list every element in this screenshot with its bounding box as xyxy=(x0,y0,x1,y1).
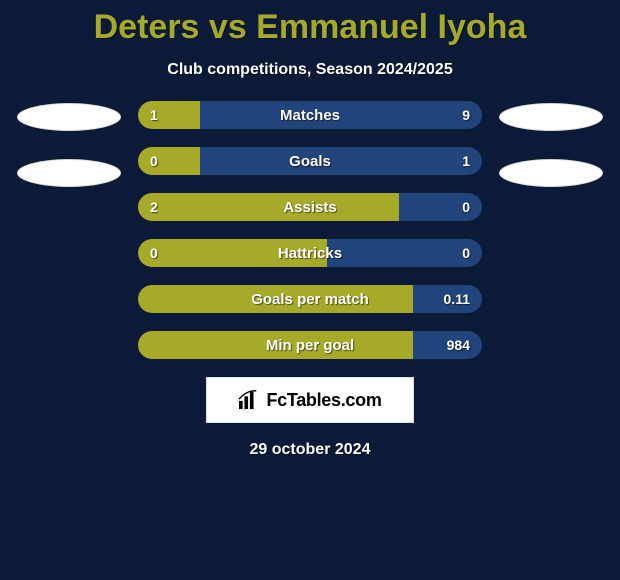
stat-row: Goals0 1 xyxy=(138,147,482,175)
stat-row: Assists2 0 xyxy=(138,193,482,221)
player-left-ellipse-icon xyxy=(17,103,121,131)
stat-value-left: 0 xyxy=(150,239,158,267)
stat-value-right: 0 xyxy=(462,239,470,267)
bar-chart-icon xyxy=(238,390,260,410)
stat-row: Goals per match0.11 xyxy=(138,285,482,313)
player-left-markers xyxy=(14,101,124,187)
stat-value-right: 0 xyxy=(462,193,470,221)
page-title: Deters vs Emmanuel Iyoha xyxy=(94,8,527,47)
player-right-markers xyxy=(496,101,606,187)
fctables-logo: FcTables.com xyxy=(206,377,414,423)
season-subtitle: Club competitions, Season 2024/2025 xyxy=(167,61,452,79)
stat-row: Hattricks0 0 xyxy=(138,239,482,267)
stat-label: Matches xyxy=(138,101,482,129)
stat-value-right: 1 xyxy=(462,147,470,175)
stat-value-right: 984 xyxy=(447,331,470,359)
snapshot-date: 29 october 2024 xyxy=(250,441,371,459)
comparison-area: Matches19Goals01Assists20Hattricks00Goal… xyxy=(14,101,606,359)
stat-value-left: 2 xyxy=(150,193,158,221)
stat-value-right: 9 xyxy=(462,101,470,129)
stat-value-left: 1 xyxy=(150,101,158,129)
player-right-ellipse-icon xyxy=(499,159,603,187)
stat-label: Goals per match xyxy=(138,285,482,313)
stat-label: Assists xyxy=(138,193,482,221)
stat-value-left: 0 xyxy=(150,147,158,175)
logo-text: FcTables.com xyxy=(266,390,381,411)
player-left-ellipse-icon xyxy=(17,159,121,187)
stat-label: Hattricks xyxy=(138,239,482,267)
stat-label: Min per goal xyxy=(138,331,482,359)
stat-bars: Matches19Goals01Assists20Hattricks00Goal… xyxy=(138,101,482,359)
player-right-ellipse-icon xyxy=(499,103,603,131)
stat-row: Matches1 9 xyxy=(138,101,482,129)
stat-row: Min per goal984 xyxy=(138,331,482,359)
stat-value-right: 0.11 xyxy=(444,285,470,313)
stat-label: Goals xyxy=(138,147,482,175)
